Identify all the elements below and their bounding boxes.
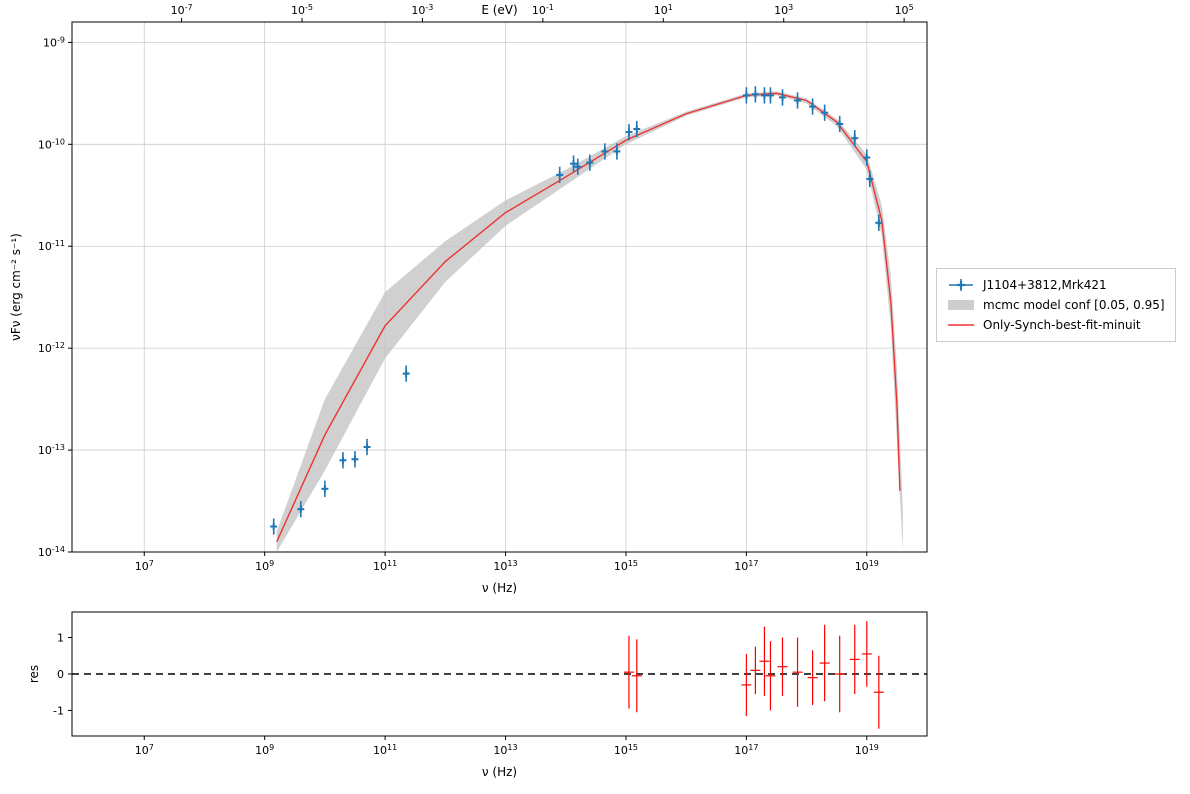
svg-text:10-12: 10-12 xyxy=(38,341,65,356)
svg-canvas: 10710910111013101510171019ν (Hz)10-710-5… xyxy=(0,0,1190,790)
svg-text:10-3: 10-3 xyxy=(411,3,433,18)
sed-figure: 10710910111013101510171019ν (Hz)10-710-5… xyxy=(0,0,1190,790)
legend-label: J1104+3812,Mrk421 xyxy=(983,278,1107,292)
svg-text:1011: 1011 xyxy=(373,743,397,758)
svg-text:1019: 1019 xyxy=(855,559,879,574)
xlabel-top: E (eV) xyxy=(481,3,517,17)
legend-label: mcmc model conf [0.05, 0.95] xyxy=(983,298,1165,312)
residual-chart: 107 109 1011 1013 1015 1017 1019 ν (Hz) -1 0 1 res xyxy=(27,612,927,779)
svg-text:10-10: 10-10 xyxy=(38,137,65,152)
legend-item: mcmc model conf [0.05, 0.95] xyxy=(947,295,1165,315)
svg-text:0: 0 xyxy=(57,668,64,681)
svg-text:10-5: 10-5 xyxy=(291,3,313,18)
svg-text:1015: 1015 xyxy=(614,559,638,574)
xlabel-res: ν (Hz) xyxy=(482,765,517,779)
ylabel-res: res xyxy=(27,665,41,683)
svg-text:-1: -1 xyxy=(53,704,64,717)
svg-text:1013: 1013 xyxy=(493,559,517,574)
legend-swatch xyxy=(947,299,975,311)
svg-text:10-7: 10-7 xyxy=(171,3,193,18)
ylabel-main: νFν (erg cm⁻² s⁻¹) xyxy=(9,233,23,341)
legend-swatch xyxy=(947,319,975,331)
legend-item: Only-Synch-best-fit-minuit xyxy=(947,315,1165,335)
xlabel-bottom: ν (Hz) xyxy=(482,581,517,595)
svg-text:10-14: 10-14 xyxy=(38,545,65,560)
svg-text:10-13: 10-13 xyxy=(38,443,65,458)
svg-text:109: 109 xyxy=(255,559,274,574)
legend-item: J1104+3812,Mrk421 xyxy=(947,275,1165,295)
legend-label: Only-Synch-best-fit-minuit xyxy=(983,318,1141,332)
svg-text:1019: 1019 xyxy=(855,743,879,758)
svg-text:1013: 1013 xyxy=(493,743,517,758)
svg-text:1017: 1017 xyxy=(734,743,758,758)
main-chart: 107 109 1011 1013 1015 1017 1019 ν (Hz) 10-7 10-5… xyxy=(9,3,927,596)
svg-text:10-11: 10-11 xyxy=(38,239,65,254)
svg-text:1011: 1011 xyxy=(373,559,397,574)
svg-text:1015: 1015 xyxy=(614,743,638,758)
svg-text:107: 107 xyxy=(135,743,154,758)
legend-swatch xyxy=(947,279,975,291)
svg-text:105: 105 xyxy=(895,3,914,18)
svg-text:103: 103 xyxy=(774,3,793,18)
svg-text:1017: 1017 xyxy=(734,559,758,574)
svg-text:107: 107 xyxy=(135,559,154,574)
svg-text:10-9: 10-9 xyxy=(43,35,65,50)
svg-text:101: 101 xyxy=(654,3,673,18)
svg-text:1: 1 xyxy=(57,632,64,645)
legend: J1104+3812,Mrk421 mcmc model conf [0.05, … xyxy=(936,268,1176,342)
svg-text:10-1: 10-1 xyxy=(532,3,554,18)
svg-text:109: 109 xyxy=(255,743,274,758)
